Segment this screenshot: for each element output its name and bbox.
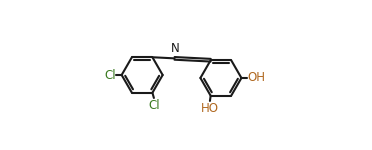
Text: N: N	[171, 42, 180, 55]
Text: Cl: Cl	[104, 69, 116, 81]
Text: Cl: Cl	[148, 99, 160, 112]
Text: OH: OH	[247, 71, 265, 84]
Text: HO: HO	[201, 102, 219, 115]
